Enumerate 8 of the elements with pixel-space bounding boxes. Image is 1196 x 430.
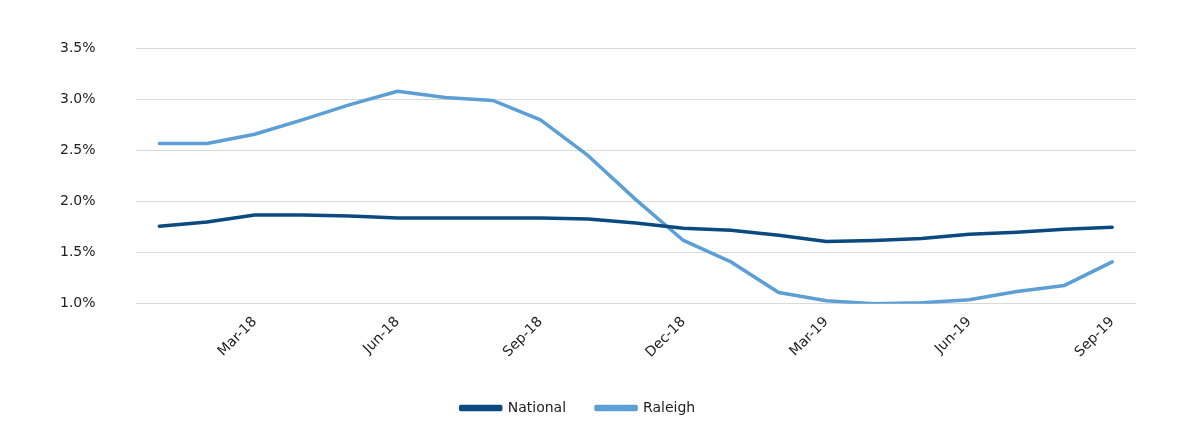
legend-label: Raleigh (643, 398, 696, 415)
y-tick-label: 3.5% (59, 39, 96, 56)
y-tick-label: 1.5% (59, 243, 96, 260)
legend-label: National (507, 398, 567, 415)
y-tick-label: 1.0% (59, 294, 96, 311)
y-tick-label: 2.0% (59, 192, 96, 209)
y-tick-label: 2.5% (59, 141, 96, 158)
y-tick-label: 3.0% (59, 90, 96, 107)
